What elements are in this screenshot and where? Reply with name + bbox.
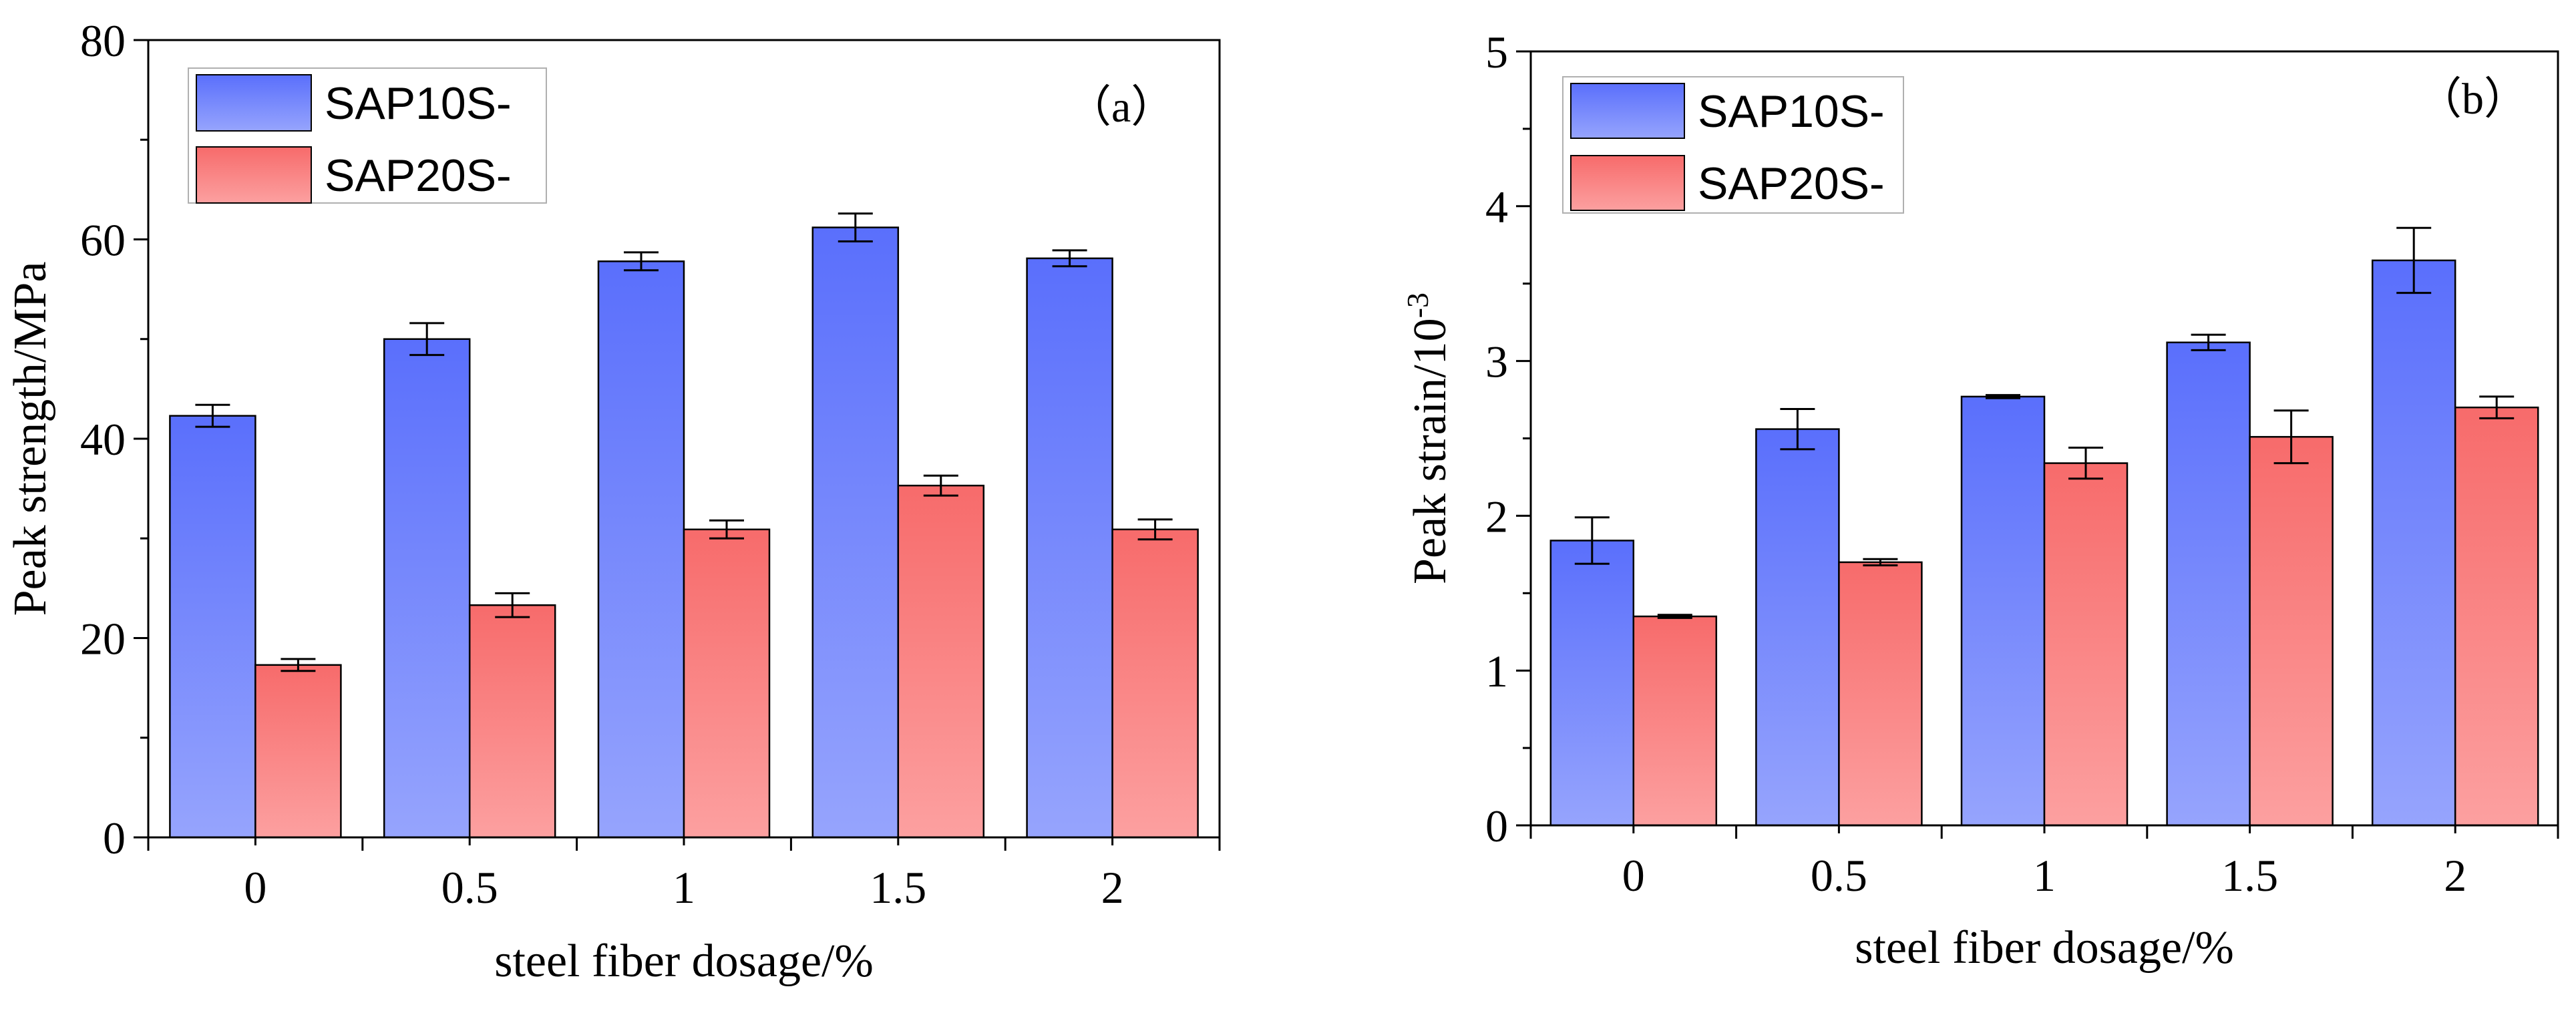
bar-sap10s-1 bbox=[1960, 395, 2046, 827]
error-bar-sap20s-1 bbox=[2068, 446, 2103, 480]
panel-label: （b） bbox=[2418, 75, 2528, 124]
y-axis-title-main: Peak strain/10 bbox=[1405, 318, 1456, 584]
x-tick-label: 0 bbox=[1622, 850, 1645, 901]
x-tick-label: 1.5 bbox=[2221, 850, 2278, 901]
error-bar-sap10s-0 bbox=[195, 403, 230, 428]
error-bar-sap10s-2 bbox=[2396, 226, 2432, 294]
legend-label-sap20s: SAP20S- bbox=[325, 150, 512, 201]
x-tick-label: 1.5 bbox=[870, 862, 926, 913]
legend: SAP10S- SAP20S- bbox=[188, 67, 547, 204]
y-tick-label: 80 bbox=[80, 15, 126, 66]
y-tick-label: 5 bbox=[1485, 27, 1508, 77]
y-tick-label: 20 bbox=[80, 614, 126, 664]
error-bar-sap10s-1 bbox=[1986, 394, 2020, 399]
error-bar-sap10s-1.5 bbox=[838, 212, 873, 242]
y-tick-label: 40 bbox=[80, 414, 126, 465]
chart-panel-a: 0 20 40 60 80 0 0.5 1 1.5 2 Peak strength/MPa st… bbox=[5, 15, 1221, 987]
bar-sap10s-2 bbox=[1026, 257, 1113, 839]
legend-label-sap10s: SAP10S- bbox=[1698, 86, 1885, 137]
legend-swatch-sap10s bbox=[1570, 83, 1685, 139]
error-bar-sap20s-0 bbox=[281, 658, 316, 672]
bar-sap10s-0.5 bbox=[1755, 428, 1840, 827]
y-tick-label: 60 bbox=[80, 215, 126, 266]
legend-swatch-sap10s bbox=[196, 74, 312, 132]
x-axis-title: steel fiber dosage/% bbox=[1855, 922, 2234, 974]
error-bars bbox=[195, 212, 1173, 672]
error-bar-sap20s-1 bbox=[709, 519, 744, 540]
x-tick-label: 2 bbox=[2444, 850, 2466, 901]
error-bar-sap20s-2 bbox=[1137, 518, 1173, 541]
x-axis-ticks: 0 0.5 1 1.5 2 bbox=[147, 837, 1221, 913]
chart-panel-b: 0 1 2 3 4 5 0 0.5 1 1.5 2 Peak strain/10-3 steel … bbox=[1401, 27, 2559, 974]
bar-sap20s-1 bbox=[2043, 462, 2129, 827]
y-tick-label: 1 bbox=[1485, 646, 1508, 696]
error-bar-sap10s-0.5 bbox=[1780, 407, 1815, 451]
bar-sap10s-1.5 bbox=[811, 226, 900, 839]
x-axis-ticks: 0 0.5 1 1.5 2 bbox=[1529, 825, 2559, 901]
y-tick-label: 0 bbox=[1485, 801, 1508, 851]
error-bar-sap20s-1.5 bbox=[2273, 409, 2309, 465]
y-tick-label: 3 bbox=[1485, 337, 1508, 387]
error-bar-sap20s-0 bbox=[1657, 614, 1692, 619]
y-axis-title: Peak strength/MPa bbox=[5, 262, 56, 616]
bar-sap10s-0 bbox=[169, 415, 256, 839]
legend-label-sap10s: SAP10S- bbox=[325, 78, 512, 129]
error-bar-sap10s-1.5 bbox=[2191, 333, 2226, 351]
x-tick-label: 0.5 bbox=[441, 862, 498, 913]
x-tick-label: 1 bbox=[2033, 850, 2056, 901]
bar-sap10s-2 bbox=[2371, 259, 2456, 827]
error-bar-sap20s-1.5 bbox=[923, 474, 958, 497]
x-tick-label: 0.5 bbox=[1811, 850, 1867, 901]
bar-sap20s-1.5 bbox=[897, 484, 985, 839]
x-tick-label: 0 bbox=[244, 862, 266, 913]
y-tick-label: 2 bbox=[1485, 491, 1508, 542]
bars bbox=[169, 226, 1199, 839]
bar-sap20s-0.5 bbox=[468, 604, 556, 839]
y-axis-title-superscript: -3 bbox=[1401, 292, 1435, 318]
y-tick-label: 4 bbox=[1485, 182, 1508, 232]
x-axis-title: steel fiber dosage/% bbox=[494, 936, 874, 987]
legend: SAP10S- SAP20S- bbox=[1562, 76, 1904, 214]
panel-label: （a） bbox=[1067, 83, 1175, 132]
bar-sap20s-2 bbox=[2454, 406, 2539, 827]
y-tick-label: 0 bbox=[103, 813, 126, 863]
y-axis-ticks: 0 1 2 3 4 5 bbox=[1485, 27, 1531, 851]
error-bar-sap20s-0.5 bbox=[1863, 558, 1898, 567]
bar-sap10s-1.5 bbox=[2166, 341, 2251, 827]
bar-sap20s-1.5 bbox=[2249, 435, 2334, 827]
bar-sap20s-2 bbox=[1111, 528, 1199, 839]
bar-sap10s-0.5 bbox=[383, 338, 471, 839]
y-axis-ticks: 0 20 40 60 80 bbox=[80, 15, 148, 863]
y-axis-title: Peak strain/10-3 bbox=[1401, 292, 1456, 584]
error-bar-sap10s-0 bbox=[1574, 516, 1610, 565]
legend-swatch-sap20s bbox=[196, 146, 312, 204]
error-bar-sap10s-1 bbox=[624, 251, 659, 272]
error-bar-sap20s-2 bbox=[2479, 395, 2515, 419]
bar-sap10s-0 bbox=[1549, 540, 1635, 827]
bar-sap20s-0.5 bbox=[1838, 561, 1923, 827]
bar-sap20s-0 bbox=[1632, 615, 1718, 827]
bar-sap20s-1 bbox=[683, 528, 771, 839]
error-bar-sap10s-0.5 bbox=[409, 322, 445, 357]
error-bar-sap10s-2 bbox=[1052, 249, 1087, 268]
legend-swatch-sap20s bbox=[1570, 155, 1685, 211]
bars bbox=[1549, 259, 2539, 827]
error-bar-sap20s-0.5 bbox=[495, 592, 530, 618]
legend-label-sap20s: SAP20S- bbox=[1698, 158, 1885, 209]
bar-sap10s-1 bbox=[597, 260, 685, 839]
error-bars bbox=[1574, 226, 2515, 619]
bar-sap20s-0 bbox=[254, 664, 342, 839]
x-tick-label: 2 bbox=[1101, 862, 1124, 913]
x-tick-label: 1 bbox=[673, 862, 695, 913]
